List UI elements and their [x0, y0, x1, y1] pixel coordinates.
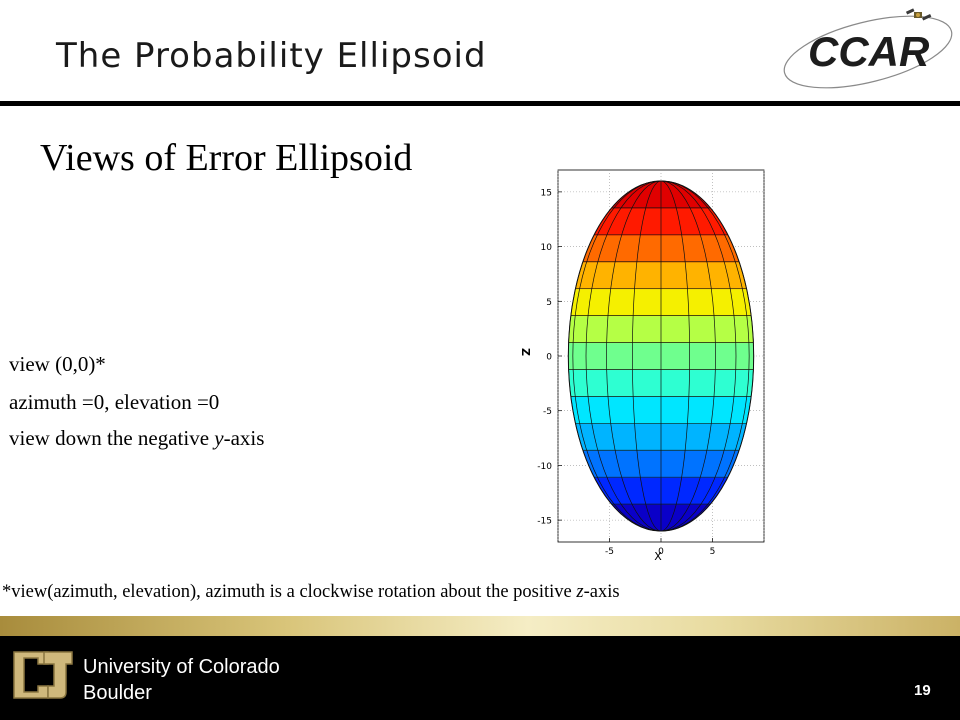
logo-text: CCAR [808, 28, 930, 75]
footnote-suffix: -axis [583, 582, 620, 602]
z-tick-label: -10 [537, 462, 552, 472]
ccar-logo [783, 8, 953, 89]
caption-direction-axis: y [214, 426, 224, 450]
z-tick-label: 0 [546, 353, 552, 363]
caption-view: view (0,0)* [9, 352, 106, 376]
footer-gold-band [0, 616, 960, 636]
page-number: 19 [914, 682, 931, 699]
mesh-longitude [585, 180, 662, 532]
z-tick-label: 5 [546, 298, 552, 308]
mesh-longitude [631, 180, 662, 532]
x-tick-label: 5 [710, 547, 716, 557]
footnote-prefix: *view(azimuth, elevation), azimuth is a … [2, 582, 577, 602]
slide-heading: Views of Error Ellipsoid [40, 137, 413, 179]
surface-mesh [567, 180, 755, 532]
footnote: *view(azimuth, elevation), azimuth is a … [2, 582, 620, 603]
z-tick-label: 15 [541, 188, 552, 198]
footer-bar [0, 636, 960, 720]
cu-logo-icon [13, 651, 73, 699]
z-tick-label: 10 [541, 243, 553, 253]
mesh-longitude [606, 180, 662, 532]
z-tick-label: -15 [537, 517, 552, 527]
mesh-longitude [660, 180, 750, 532]
ellipsoid-outline [567, 180, 755, 532]
caption-angles: azimuth =0, elevation =0 [9, 390, 220, 414]
mesh-longitude [660, 180, 716, 532]
mesh-longitude [572, 180, 662, 532]
caption-direction-prefix: view down the negative [9, 426, 215, 450]
x-tick-label: -5 [605, 547, 614, 557]
university-name-line2: Boulder [83, 682, 152, 704]
satellite-icon [905, 8, 932, 21]
university-name: University of Colorado Boulder [83, 654, 280, 706]
footnote-axis: z [576, 582, 584, 602]
axis-ticks: 15 10 5 0 -5 -10 -15 -5 0 5 [537, 188, 715, 557]
mesh-longitude [660, 180, 737, 532]
ellipsoid-plot: 15 10 5 0 -5 -10 -15 -5 0 5 Z X [519, 169, 765, 563]
mesh-longitude [660, 180, 691, 532]
z-axis-label: Z [519, 348, 532, 356]
caption-direction: view down the negative y-axis [9, 426, 264, 451]
header-divider [0, 101, 960, 106]
x-tick-label: 0 [658, 547, 664, 557]
x-axis-label: X [654, 550, 662, 563]
university-name-line1: University of Colorado [83, 656, 280, 678]
slide-title: The Probability Ellipsoid [56, 36, 487, 76]
z-tick-label: -5 [543, 407, 552, 417]
caption-direction-suffix: -axis [223, 426, 265, 450]
